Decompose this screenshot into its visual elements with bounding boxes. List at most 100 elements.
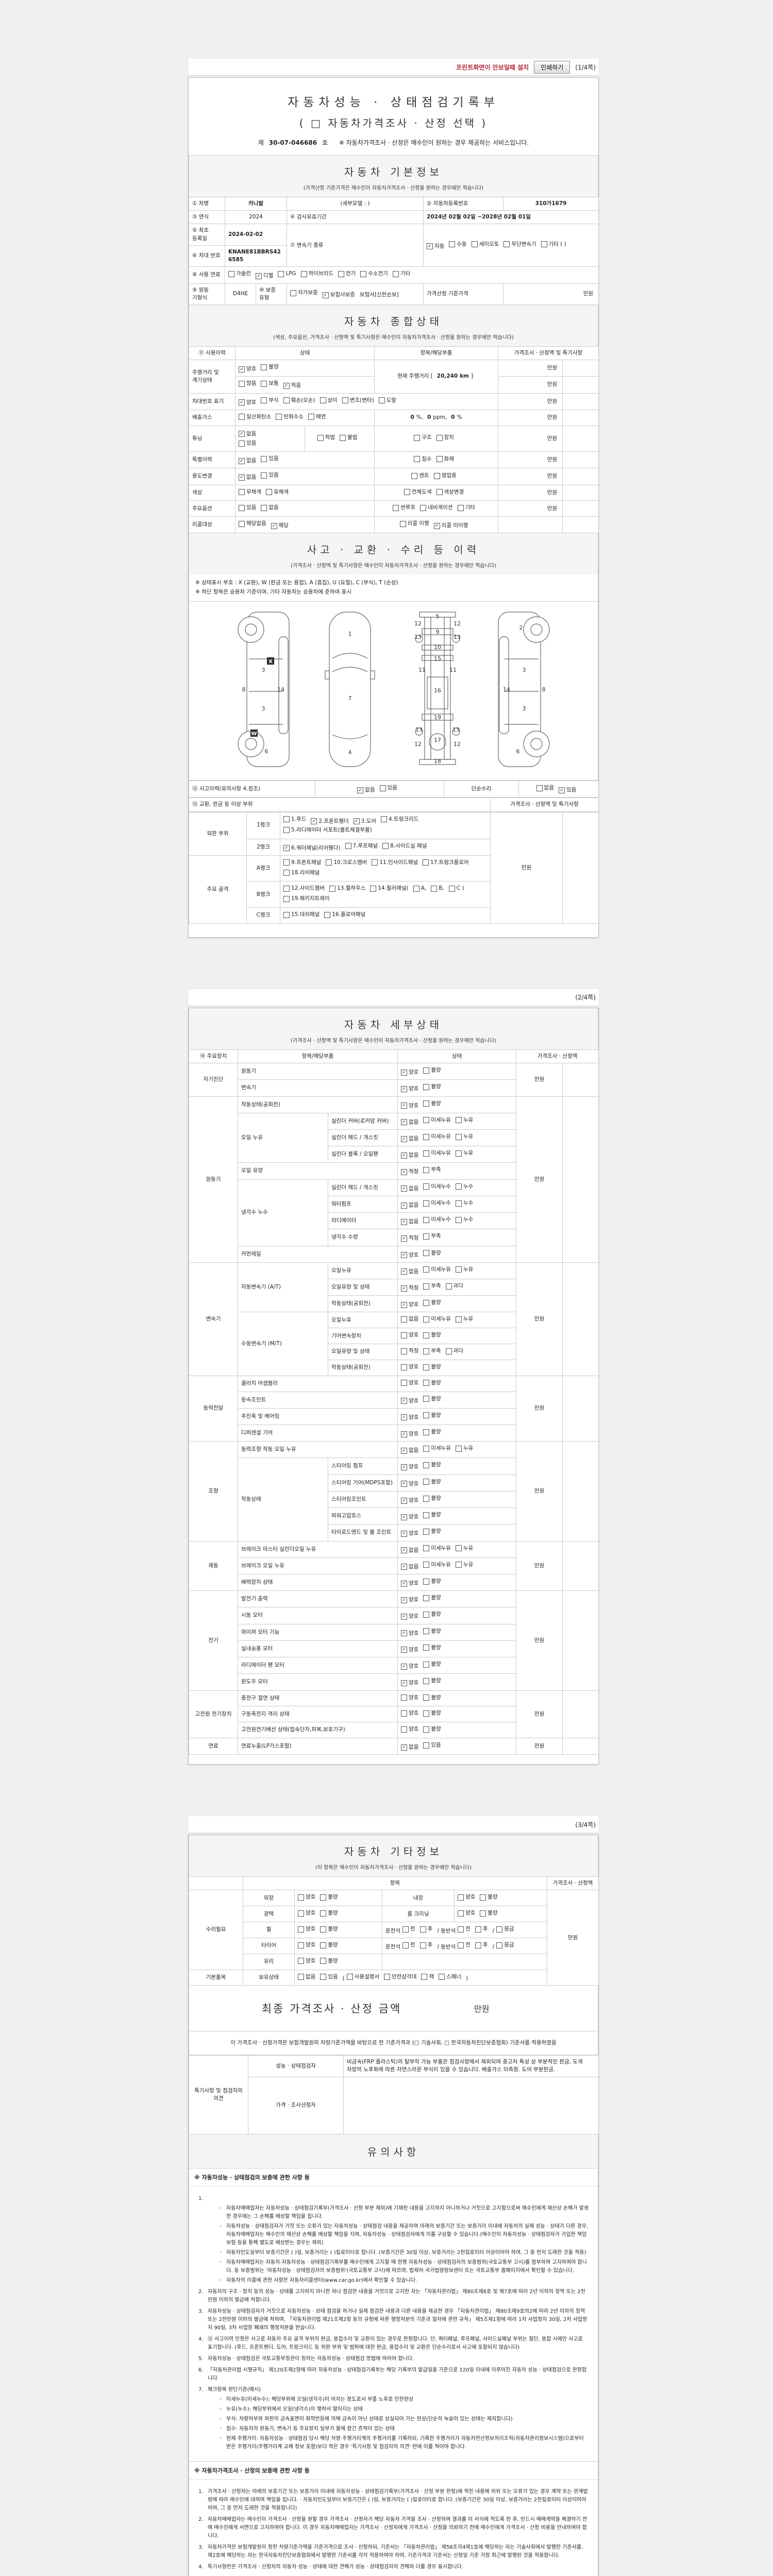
- empty-box-icon[interactable]: [381, 816, 388, 823]
- checkbox-option[interactable]: 있음: [261, 455, 279, 463]
- checkbox-option[interactable]: 18.리어패널: [283, 869, 320, 877]
- checkbox-option[interactable]: 탄화수소: [276, 413, 304, 421]
- checkbox-option[interactable]: 있음: [239, 504, 256, 512]
- checkbox-option[interactable]: ✓ 양호: [401, 1480, 418, 1488]
- checkbox-option[interactable]: ✓ 없음: [401, 1151, 418, 1159]
- checked-box-icon[interactable]: ✓: [559, 787, 565, 793]
- checked-box-icon[interactable]: ✓: [311, 818, 317, 825]
- empty-box-icon[interactable]: [372, 859, 378, 866]
- checkbox-option[interactable]: 누유: [455, 1561, 473, 1569]
- empty-box-icon[interactable]: [320, 1974, 327, 1980]
- empty-box-icon[interactable]: [401, 1364, 407, 1370]
- checked-box-icon[interactable]: ✓: [401, 1497, 407, 1504]
- checkbox-option[interactable]: 불량: [423, 1363, 441, 1371]
- checkbox-option[interactable]: 유채색: [265, 488, 289, 496]
- checkbox-option[interactable]: 하이브리드: [300, 270, 333, 278]
- empty-box-icon[interactable]: [402, 1942, 409, 1948]
- checkbox-option[interactable]: 수동: [449, 241, 467, 248]
- checkbox-option[interactable]: ✓ 양호: [401, 1530, 418, 1537]
- empty-box-icon[interactable]: [423, 1628, 430, 1635]
- empty-box-icon[interactable]: [346, 1974, 353, 1980]
- checkbox-option[interactable]: 미세누유: [423, 1445, 451, 1452]
- checkbox-option[interactable]: 전체도색: [404, 488, 432, 496]
- checkbox-option[interactable]: ✓ 없음: [239, 473, 256, 481]
- empty-box-icon[interactable]: [239, 440, 245, 447]
- checkbox-option[interactable]: 불량: [423, 1066, 441, 1074]
- checkbox-option[interactable]: ✓ 적정: [401, 1234, 418, 1242]
- checked-box-icon[interactable]: ✓: [357, 787, 364, 793]
- empty-box-icon[interactable]: [283, 827, 290, 834]
- empty-box-icon[interactable]: [370, 886, 377, 892]
- checkbox-option[interactable]: ✓ 양호: [401, 1580, 418, 1587]
- checkbox-option[interactable]: 불량: [320, 1941, 338, 1949]
- empty-box-icon[interactable]: [423, 1661, 430, 1668]
- empty-box-icon[interactable]: [320, 1894, 327, 1901]
- checkbox-option[interactable]: 과다: [445, 1282, 463, 1290]
- checkbox-option[interactable]: 양호: [458, 1893, 475, 1901]
- empty-box-icon[interactable]: [475, 1926, 481, 1933]
- checked-box-icon[interactable]: ✓: [239, 366, 245, 372]
- checkbox-option[interactable]: 자가보증: [290, 289, 318, 297]
- checkbox-option[interactable]: 양호: [298, 1941, 315, 1949]
- checkbox-option[interactable]: 세미오토: [471, 241, 499, 248]
- checkbox-option[interactable]: 불량: [423, 1478, 441, 1486]
- empty-box-icon[interactable]: [423, 1645, 430, 1651]
- checkbox-option[interactable]: A,: [413, 885, 426, 892]
- empty-box-icon[interactable]: [455, 1117, 462, 1124]
- empty-box-icon[interactable]: [541, 241, 547, 248]
- checkbox-option[interactable]: ✓ 없음: [401, 1201, 418, 1209]
- empty-box-icon[interactable]: [401, 1380, 407, 1386]
- empty-box-icon[interactable]: [423, 1528, 430, 1535]
- checkbox-option[interactable]: 불량: [423, 1083, 441, 1091]
- checkbox-option[interactable]: 15.대쉬패널: [283, 911, 320, 919]
- checkbox-option[interactable]: ✓ 양호: [401, 1301, 418, 1309]
- checked-box-icon[interactable]: ✓: [401, 1663, 407, 1670]
- checkbox-option[interactable]: 불량: [423, 1461, 441, 1469]
- checkbox-option[interactable]: 장치: [436, 434, 454, 442]
- checkbox-option[interactable]: 양호: [401, 1725, 418, 1733]
- checkbox-option[interactable]: ✓ 리콜 미이행: [433, 522, 468, 530]
- empty-box-icon[interactable]: [423, 1578, 430, 1585]
- empty-box-icon[interactable]: [414, 435, 421, 442]
- checked-box-icon[interactable]: ✓: [239, 474, 245, 481]
- checkbox-option[interactable]: ✓ 없음: [239, 457, 256, 465]
- checkbox-option[interactable]: ✓ 3.도어: [353, 818, 376, 825]
- empty-box-icon[interactable]: [423, 1479, 430, 1485]
- empty-box-icon[interactable]: [421, 1974, 428, 1980]
- empty-box-icon[interactable]: [419, 1942, 426, 1948]
- empty-box-icon[interactable]: [423, 1133, 430, 1140]
- empty-box-icon[interactable]: [261, 364, 267, 370]
- empty-box-icon[interactable]: [308, 414, 314, 420]
- empty-box-icon[interactable]: [393, 504, 399, 511]
- checkbox-option[interactable]: 부족: [423, 1166, 441, 1174]
- checked-box-icon[interactable]: ✓: [401, 1218, 407, 1225]
- checkbox-option[interactable]: ✓ 보험사보증: [322, 291, 355, 299]
- checked-box-icon[interactable]: ✓: [401, 1119, 407, 1126]
- checked-box-icon[interactable]: ✓: [401, 1069, 407, 1076]
- checkbox-option[interactable]: 불량: [423, 1594, 441, 1602]
- empty-box-icon[interactable]: [290, 290, 297, 296]
- checkbox-option[interactable]: 리콜 이행: [399, 520, 429, 528]
- checkbox-option[interactable]: 미세누유: [423, 1545, 451, 1552]
- checked-box-icon[interactable]: ✓: [401, 1086, 407, 1092]
- checkbox-option[interactable]: 불량: [423, 1249, 441, 1257]
- checkbox-option[interactable]: 썬루프: [393, 504, 415, 512]
- checkbox-option[interactable]: 침수: [414, 455, 432, 463]
- checkbox-option[interactable]: 불량: [423, 1644, 441, 1652]
- checked-box-icon[interactable]: ✓: [401, 1285, 407, 1292]
- empty-box-icon[interactable]: [324, 911, 331, 918]
- checkbox-option[interactable]: 후: [419, 1941, 432, 1949]
- checkbox-option[interactable]: 과다: [445, 1347, 463, 1355]
- checkbox-option[interactable]: ✓ 적정: [401, 1284, 418, 1292]
- empty-box-icon[interactable]: [320, 1958, 327, 1964]
- empty-box-icon[interactable]: [261, 397, 267, 404]
- empty-box-icon[interactable]: [455, 1133, 462, 1140]
- checked-box-icon[interactable]: ✓: [255, 273, 262, 279]
- checkbox-option[interactable]: 누수: [455, 1216, 473, 1224]
- checkbox-option[interactable]: 14.필러패널(: [370, 885, 409, 892]
- checkbox-option[interactable]: 없음: [401, 1315, 418, 1323]
- empty-box-icon[interactable]: [399, 520, 406, 527]
- checkbox-option[interactable]: 미세누유: [423, 1315, 451, 1323]
- print-button[interactable]: 인쇄하기: [534, 60, 570, 74]
- checkbox-option[interactable]: ✓ 양호: [401, 1646, 418, 1654]
